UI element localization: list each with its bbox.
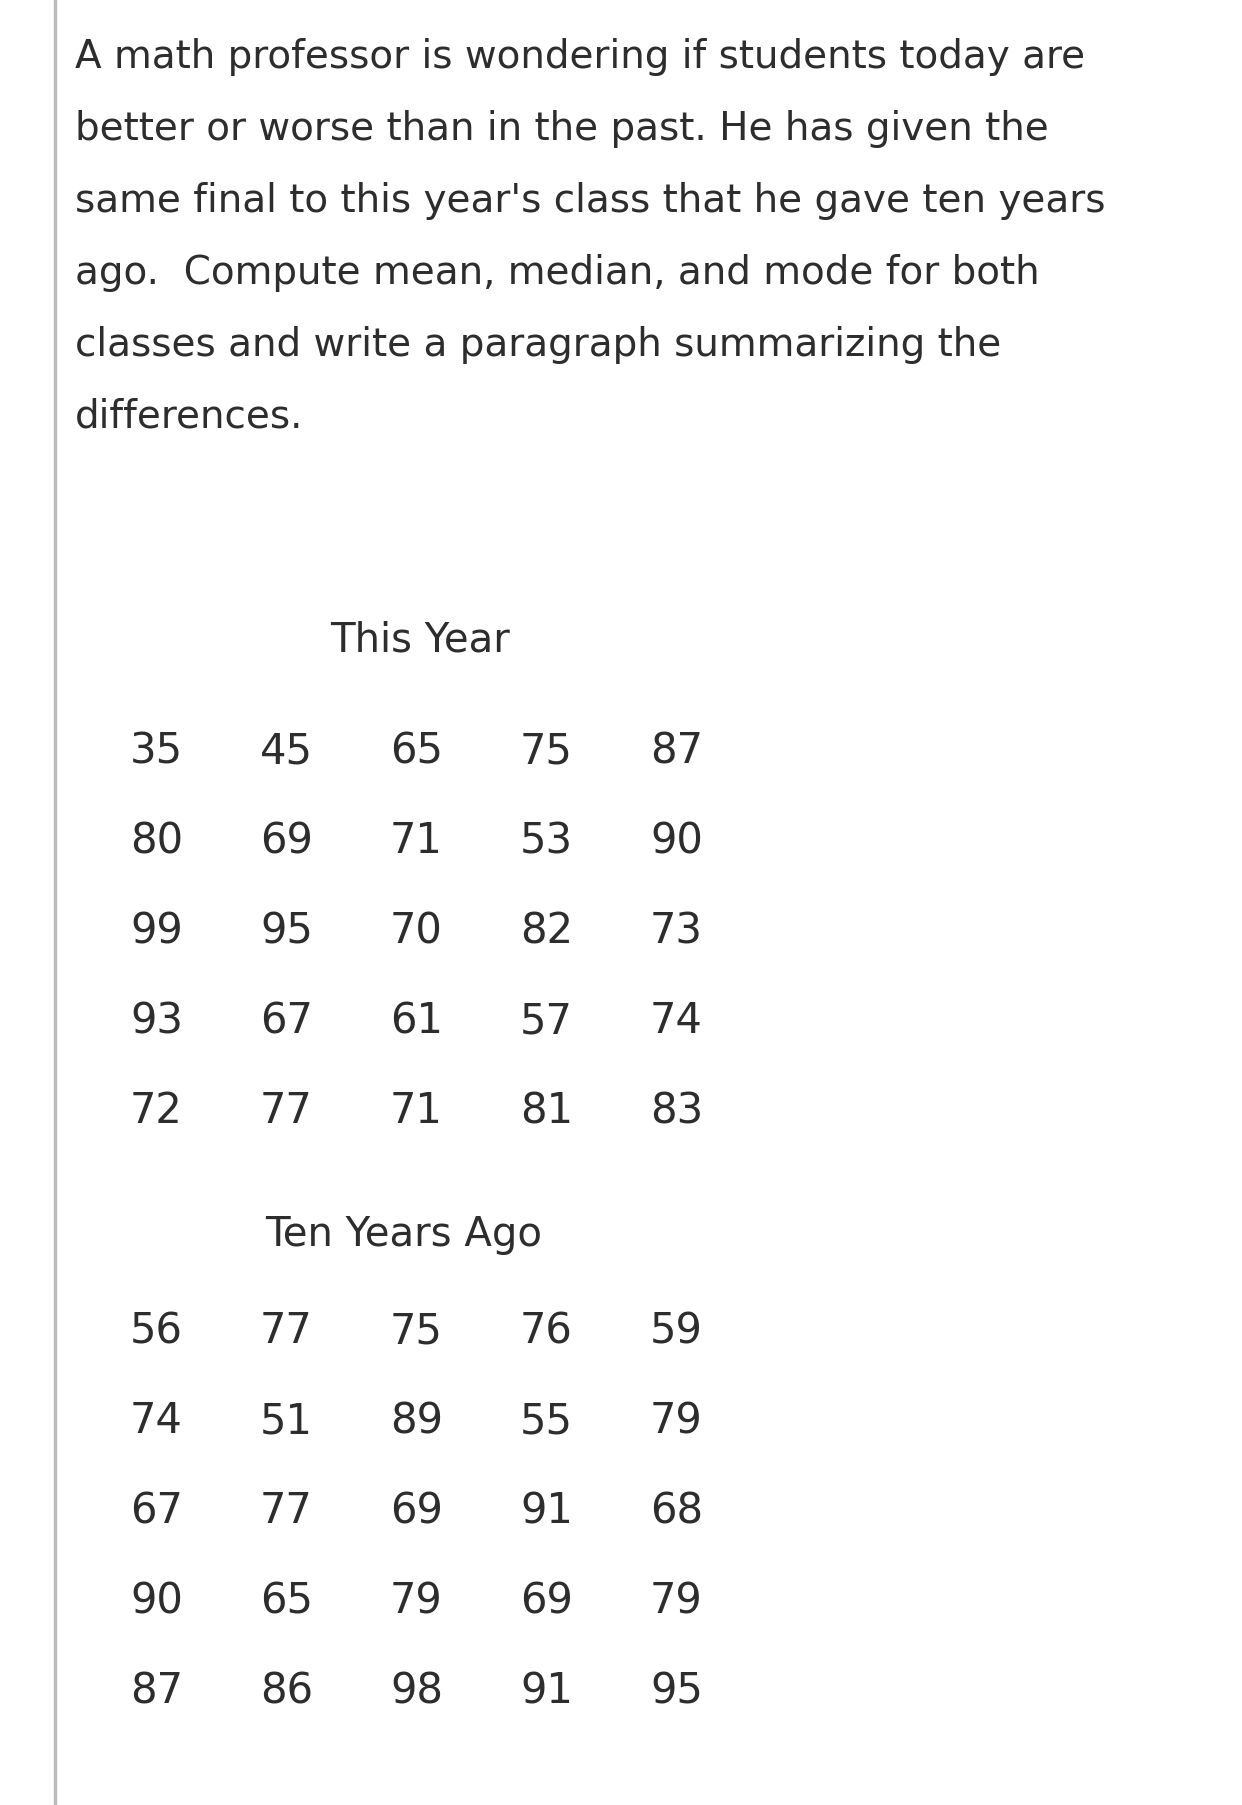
Text: Ten Years Ago: Ten Years Ago: [265, 1215, 542, 1254]
Text: 90: 90: [650, 819, 703, 863]
Text: 59: 59: [650, 1310, 703, 1352]
Text: 35: 35: [130, 729, 183, 773]
Text: better or worse than in the past. He has given the: better or worse than in the past. He has…: [75, 110, 1048, 148]
Text: 69: 69: [260, 819, 313, 863]
Text: 80: 80: [130, 819, 183, 863]
Text: 56: 56: [130, 1310, 183, 1352]
Text: 69: 69: [390, 1489, 443, 1532]
Text: 61: 61: [390, 1000, 443, 1041]
Text: differences.: differences.: [75, 397, 303, 437]
Text: 73: 73: [650, 910, 703, 951]
Text: same final to this year's class that he gave ten years: same final to this year's class that he …: [75, 182, 1105, 220]
Text: 79: 79: [650, 1579, 703, 1623]
Text: 67: 67: [260, 1000, 313, 1041]
Text: 68: 68: [650, 1489, 703, 1532]
Text: 91: 91: [520, 1489, 573, 1532]
Text: classes and write a paragraph summarizing the: classes and write a paragraph summarizin…: [75, 327, 1001, 365]
Text: 53: 53: [520, 819, 573, 863]
Text: 87: 87: [650, 729, 703, 773]
Text: 69: 69: [520, 1579, 573, 1623]
Text: 71: 71: [390, 1090, 443, 1132]
Text: 99: 99: [130, 910, 183, 951]
Text: 72: 72: [130, 1090, 183, 1132]
Text: 67: 67: [130, 1489, 183, 1532]
Text: A math professor is wondering if students today are: A math professor is wondering if student…: [75, 38, 1086, 76]
Text: 89: 89: [390, 1401, 443, 1442]
Text: 82: 82: [520, 910, 573, 951]
Text: 81: 81: [520, 1090, 573, 1132]
Text: 77: 77: [260, 1489, 313, 1532]
Text: 75: 75: [390, 1310, 443, 1352]
Text: 93: 93: [130, 1000, 183, 1041]
Text: 74: 74: [650, 1000, 703, 1041]
Text: 74: 74: [130, 1401, 183, 1442]
Text: 91: 91: [520, 1670, 573, 1711]
Text: 77: 77: [260, 1090, 313, 1132]
Text: 71: 71: [390, 819, 443, 863]
Text: 95: 95: [260, 910, 313, 951]
Text: 65: 65: [390, 729, 443, 773]
Text: 90: 90: [130, 1579, 183, 1623]
Text: 55: 55: [520, 1401, 573, 1442]
Text: 70: 70: [390, 910, 443, 951]
Text: This Year: This Year: [330, 619, 510, 661]
Text: 87: 87: [130, 1670, 183, 1711]
Text: 77: 77: [260, 1310, 313, 1352]
Text: 65: 65: [260, 1579, 313, 1623]
Text: 98: 98: [390, 1670, 443, 1711]
Text: 45: 45: [260, 729, 313, 773]
Text: 57: 57: [520, 1000, 573, 1041]
Text: ago.  Compute mean, median, and mode for both: ago. Compute mean, median, and mode for …: [75, 255, 1040, 292]
Text: 79: 79: [390, 1579, 442, 1623]
Text: 76: 76: [520, 1310, 573, 1352]
Text: 79: 79: [650, 1401, 703, 1442]
Text: 86: 86: [260, 1670, 313, 1711]
Text: 83: 83: [650, 1090, 703, 1132]
Text: 75: 75: [520, 729, 573, 773]
Text: 95: 95: [650, 1670, 703, 1711]
Text: 51: 51: [260, 1401, 313, 1442]
